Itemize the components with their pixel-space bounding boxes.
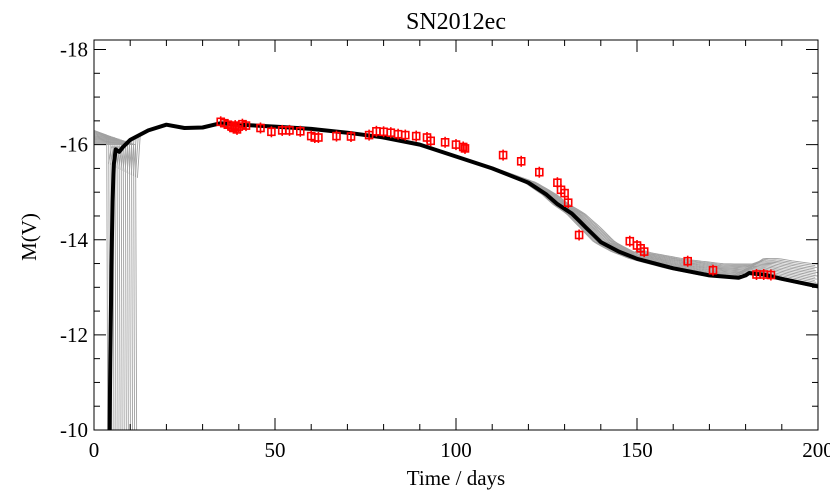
best-fit-model [107, 121, 818, 430]
observation-point [400, 129, 410, 141]
observation-point [708, 264, 718, 276]
model-curve [94, 122, 816, 430]
observation-point [332, 130, 341, 142]
y-tick-label: -18 [60, 38, 88, 62]
model-curve [94, 122, 817, 430]
observation-points [216, 116, 776, 281]
chart-title: SN2012ec [406, 9, 506, 35]
x-tick-label: 150 [621, 438, 653, 462]
y-tick-label: -16 [60, 133, 88, 157]
model-curve [94, 122, 817, 430]
y-axis-label: M(V) [17, 213, 41, 261]
observation-point [766, 269, 776, 281]
observation-point [386, 127, 396, 139]
observation-point [534, 166, 544, 178]
observation-point [256, 122, 265, 134]
observation-point [267, 126, 276, 138]
model-curve [94, 122, 816, 430]
model-curve [94, 122, 815, 430]
observation-point [574, 229, 584, 241]
plot-axes [93, 39, 819, 431]
observation-point [379, 126, 388, 138]
observation-point [393, 128, 403, 140]
x-tick-label: 0 [89, 438, 100, 462]
model-curve [94, 122, 818, 430]
observation-point [285, 124, 294, 136]
observation-point [639, 246, 649, 258]
model-curve [94, 122, 816, 430]
observation-point [563, 197, 573, 209]
model-curve [94, 122, 817, 430]
observation-point [498, 149, 508, 161]
observation-point [516, 155, 526, 167]
y-tick-label: -10 [60, 418, 88, 442]
axis-ticks: 0 50 100 150 200 -10 -12 -14 -16 -18 [60, 38, 830, 462]
model-curve [94, 122, 818, 430]
observation-point [625, 235, 635, 247]
observation-point [314, 132, 323, 143]
x-tick-label: 100 [440, 438, 472, 462]
observation-point [241, 120, 251, 132]
observation-point [458, 141, 468, 153]
observation-point [346, 131, 356, 142]
model-curve [94, 122, 816, 430]
observation-point [372, 125, 381, 137]
model-curve [94, 122, 818, 430]
observation-point [460, 142, 470, 154]
x-axis-label: Time / days [407, 466, 505, 490]
observation-point [451, 139, 461, 151]
model-curve [94, 122, 818, 430]
x-tick-label: 50 [265, 438, 286, 462]
model-curve [94, 122, 818, 430]
observation-point [277, 124, 287, 136]
observation-point [683, 255, 693, 267]
model-curve [94, 122, 817, 430]
model-curves [94, 122, 818, 430]
y-tick-label: -12 [60, 323, 88, 347]
model-curve [94, 122, 815, 430]
y-tick-label: -14 [60, 228, 88, 252]
plot-frame [93, 39, 819, 431]
observation-point [426, 135, 436, 147]
best-fit-curve [107, 121, 818, 430]
observation-point [560, 187, 569, 199]
x-tick-label: 200 [802, 438, 830, 462]
observation-point [295, 125, 305, 137]
observation-point [411, 130, 421, 142]
observation-point [440, 136, 450, 148]
